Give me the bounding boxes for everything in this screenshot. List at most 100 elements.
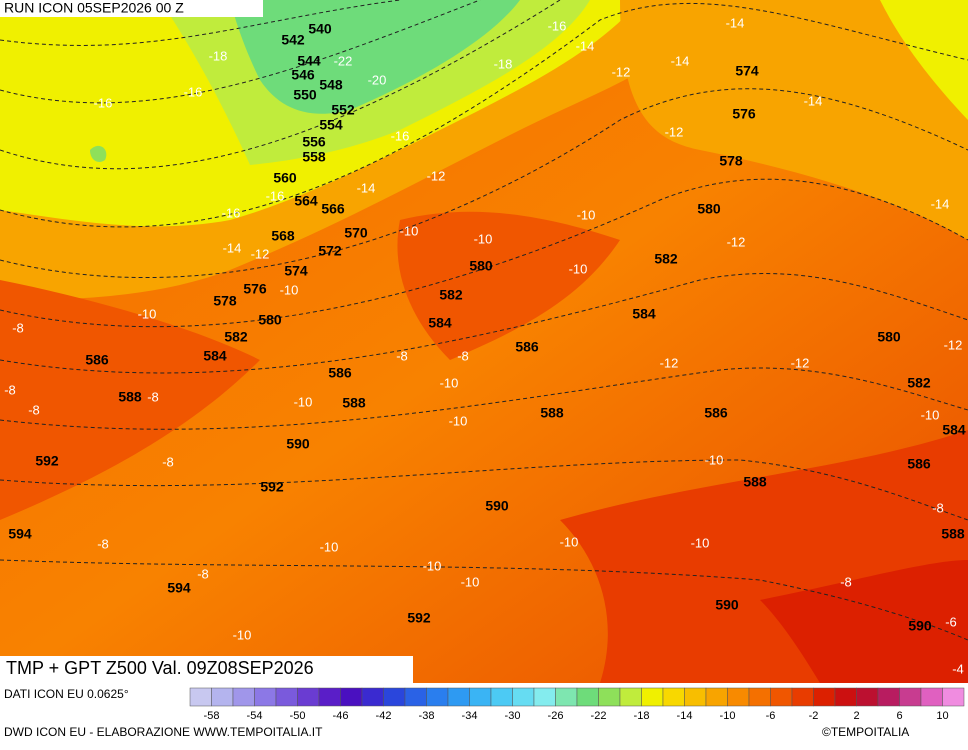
colorbar-tick-label: -14 <box>677 710 693 722</box>
temperature-label: -10 <box>233 627 252 642</box>
temperature-label: -8 <box>147 389 159 404</box>
geopotential-label: 568 <box>271 228 295 244</box>
temperature-label: -18 <box>209 48 228 63</box>
temperature-label: -8 <box>932 500 944 515</box>
colorbar-swatch <box>619 687 642 707</box>
temperature-label: -10 <box>921 407 940 422</box>
geopotential-label: 544 <box>297 53 321 69</box>
temperature-label: -12 <box>665 124 684 139</box>
temperature-label: -14 <box>804 93 823 108</box>
geopotential-label: 588 <box>540 405 564 421</box>
temperature-label: -12 <box>944 337 963 352</box>
geopotential-label: 546 <box>291 67 315 83</box>
geopotential-label: 580 <box>877 329 901 345</box>
temperature-label: -16 <box>94 95 113 110</box>
colorbar-swatch <box>770 687 793 707</box>
temperature-label: -12 <box>660 355 679 370</box>
header-box <box>0 0 263 17</box>
geopotential-label: 594 <box>167 580 191 596</box>
geopotential-label: 566 <box>321 201 345 217</box>
geopotential-label: 584 <box>428 315 452 331</box>
temperature-label: -10 <box>560 534 579 549</box>
map-background <box>0 0 968 683</box>
colorbar-tick-label: -34 <box>462 710 478 722</box>
geopotential-label: 564 <box>294 193 318 209</box>
geopotential-label: 588 <box>118 389 142 405</box>
colorbar-swatch <box>856 687 879 707</box>
colorbar-swatch <box>340 687 363 707</box>
geopotential-label: 574 <box>735 63 759 79</box>
colorbar-swatch <box>361 687 384 707</box>
geopotential-label: 582 <box>907 375 931 391</box>
geopotential-label: 588 <box>941 526 965 542</box>
geopotential-label: 576 <box>732 106 756 122</box>
temperature-label: -8 <box>457 348 469 363</box>
geopotential-label: 586 <box>85 352 109 368</box>
temperature-label: -8 <box>840 574 852 589</box>
source-label: DATI ICON EU 0.0625° <box>4 687 129 701</box>
colorbar-swatch <box>426 687 449 707</box>
geopotential-label: 592 <box>35 453 59 469</box>
colorbar-swatch <box>748 687 771 707</box>
colorbar-tick-label: -18 <box>634 710 650 722</box>
temperature-label: -12 <box>612 64 631 79</box>
colorbar-swatch <box>641 687 664 707</box>
geopotential-label: 594 <box>8 526 32 542</box>
colorbar-swatch <box>297 687 320 707</box>
run-label: RUN ICON 05SEP2026 00 Z <box>4 0 184 16</box>
temperature-label: -14 <box>671 53 690 68</box>
temperature-label: -10 <box>423 558 442 573</box>
geopotential-label: 588 <box>743 474 767 490</box>
temperature-label: -12 <box>727 234 746 249</box>
temperature-label: -10 <box>400 223 419 238</box>
temperature-label: -6 <box>945 614 957 629</box>
geopotential-label: 582 <box>654 251 678 267</box>
temperature-label: -4 <box>952 661 964 676</box>
colorbar-swatch <box>877 687 900 707</box>
colorbar-tick-label: -54 <box>247 710 263 722</box>
geopotential-label: 578 <box>213 293 237 309</box>
temperature-label: -12 <box>427 168 446 183</box>
temperature-label: -16 <box>222 205 241 220</box>
logo-label: ©TEMPOITALIA <box>822 725 909 739</box>
geopotential-label: 560 <box>273 170 297 186</box>
temperature-label: -8 <box>396 348 408 363</box>
temperature-label: -10 <box>461 574 480 589</box>
colorbar-swatch <box>232 687 255 707</box>
temperature-label: -10 <box>320 539 339 554</box>
colorbar-swatch <box>662 687 685 707</box>
temperature-label: -8 <box>28 402 40 417</box>
colorbar-swatch <box>318 687 341 707</box>
temperature-label: -14 <box>223 240 242 255</box>
geopotential-label: 586 <box>328 365 352 381</box>
geopotential-label: 572 <box>318 243 342 259</box>
temperature-label: -10 <box>294 394 313 409</box>
colorbar-swatch <box>275 687 298 707</box>
colorbar-swatch <box>899 687 922 707</box>
geopotential-label: 590 <box>908 618 932 634</box>
geopotential-label: 592 <box>260 479 284 495</box>
colorbar-swatch <box>383 687 406 707</box>
geopotential-label: 590 <box>485 498 509 514</box>
geopotential-label: 548 <box>319 77 343 93</box>
temperature-label: -14 <box>931 196 950 211</box>
colorbar-swatch <box>490 687 513 707</box>
geopotential-label: 580 <box>469 258 493 274</box>
geopotential-label: 558 <box>302 149 326 165</box>
temperature-label: -16 <box>266 188 285 203</box>
colorbar-tick-label: -6 <box>766 710 776 722</box>
geopotential-label: 586 <box>704 405 728 421</box>
temperature-label: -22 <box>334 53 353 68</box>
geopotential-label: 590 <box>286 436 310 452</box>
geopotential-label: 582 <box>439 287 463 303</box>
colorbar-tick-label: -46 <box>333 710 349 722</box>
temperature-label: -12 <box>251 246 270 261</box>
colorbar-swatch <box>791 687 814 707</box>
temperature-label: -8 <box>4 382 16 397</box>
isohypses <box>0 0 968 641</box>
colorbar-swatch <box>942 687 965 707</box>
temperature-label: -18 <box>494 56 513 71</box>
geopotential-label: 578 <box>719 153 743 169</box>
geopotential-label: 580 <box>258 312 282 328</box>
